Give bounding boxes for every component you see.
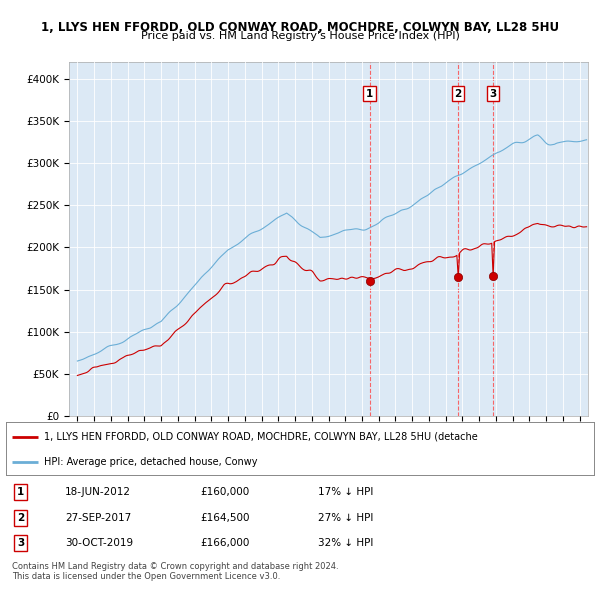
Text: 1: 1 — [17, 487, 25, 497]
Text: 1, LLYS HEN FFORDD, OLD CONWAY ROAD, MOCHDRE, COLWYN BAY, LL28 5HU: 1, LLYS HEN FFORDD, OLD CONWAY ROAD, MOC… — [41, 21, 559, 34]
Text: 3: 3 — [17, 538, 25, 548]
Text: 27% ↓ HPI: 27% ↓ HPI — [317, 513, 373, 523]
Text: £166,000: £166,000 — [200, 538, 250, 548]
Text: Contains HM Land Registry data © Crown copyright and database right 2024.: Contains HM Land Registry data © Crown c… — [12, 562, 338, 571]
Text: £160,000: £160,000 — [200, 487, 249, 497]
Text: 32% ↓ HPI: 32% ↓ HPI — [317, 538, 373, 548]
Text: 30-OCT-2019: 30-OCT-2019 — [65, 538, 133, 548]
Text: 3: 3 — [490, 89, 497, 99]
Text: 2: 2 — [17, 513, 25, 523]
Text: 18-JUN-2012: 18-JUN-2012 — [65, 487, 131, 497]
Text: Price paid vs. HM Land Registry's House Price Index (HPI): Price paid vs. HM Land Registry's House … — [140, 31, 460, 41]
Text: 1: 1 — [366, 89, 373, 99]
Text: 1, LLYS HEN FFORDD, OLD CONWAY ROAD, MOCHDRE, COLWYN BAY, LL28 5HU (detache: 1, LLYS HEN FFORDD, OLD CONWAY ROAD, MOC… — [44, 432, 478, 442]
Text: 27-SEP-2017: 27-SEP-2017 — [65, 513, 131, 523]
Text: 2: 2 — [454, 89, 462, 99]
Text: 17% ↓ HPI: 17% ↓ HPI — [317, 487, 373, 497]
Text: This data is licensed under the Open Government Licence v3.0.: This data is licensed under the Open Gov… — [12, 572, 280, 581]
Text: £164,500: £164,500 — [200, 513, 250, 523]
Text: HPI: Average price, detached house, Conwy: HPI: Average price, detached house, Conw… — [44, 457, 258, 467]
